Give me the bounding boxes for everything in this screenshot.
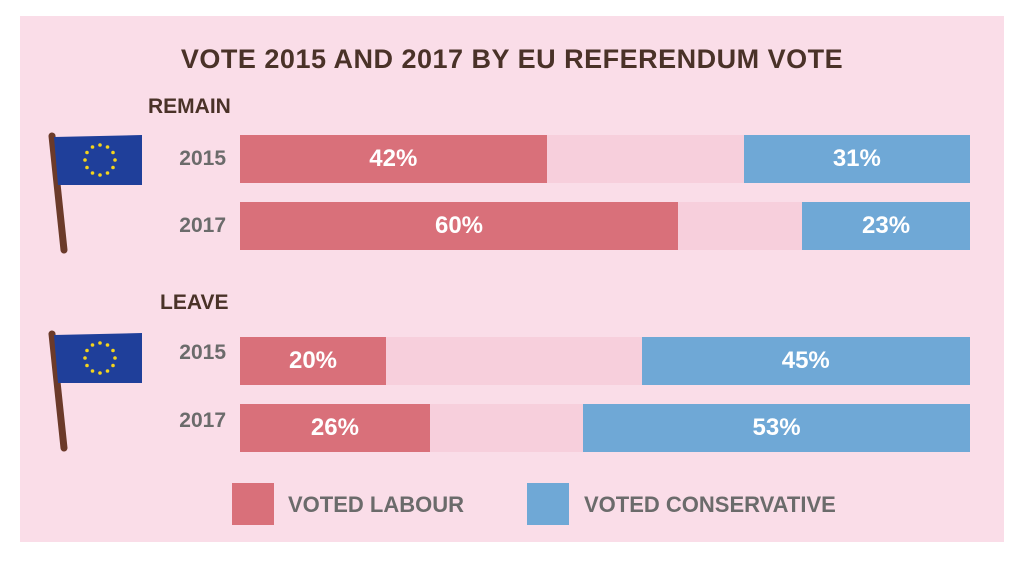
flag-star xyxy=(90,145,95,149)
flag-star xyxy=(113,356,117,360)
year-label: 2015 xyxy=(179,341,226,364)
group-label-leave: LEAVE xyxy=(160,291,229,314)
chart-panel xyxy=(20,16,1004,542)
chart-title: VOTE 2015 AND 2017 BY EU REFERENDUM VOTE xyxy=(180,44,844,74)
flag-star xyxy=(111,150,115,155)
flag-star xyxy=(83,158,87,162)
flag-star xyxy=(111,348,115,353)
conservative-bar: 45% xyxy=(641,337,970,385)
legend-label-conservative: VOTED CONSERVATIVE xyxy=(584,492,836,517)
flag-star xyxy=(83,356,87,360)
flag-star xyxy=(98,143,102,147)
bar-row: 42% 31% xyxy=(240,135,970,183)
bar-row: 26% 53% xyxy=(240,404,970,452)
flag-stars xyxy=(83,341,117,375)
flag-star xyxy=(105,171,110,175)
labour-bar: 42% xyxy=(240,135,547,183)
labour-bar: 20% xyxy=(240,337,386,385)
legend-swatch-labour xyxy=(232,483,274,525)
flag-star xyxy=(85,363,89,368)
labour-bar: 60% xyxy=(240,202,678,250)
bar-row: 20% 45% xyxy=(240,337,970,385)
flag-star xyxy=(90,171,95,175)
flag-star xyxy=(85,348,89,353)
labour-bar: 26% xyxy=(240,404,430,452)
conservative-bar: 53% xyxy=(583,404,970,452)
flag-stars xyxy=(83,143,117,177)
year-label: 2017 xyxy=(179,409,226,432)
flag-star xyxy=(111,165,115,170)
flag-star xyxy=(90,369,95,373)
flag-star xyxy=(105,369,110,373)
bar-row: 60% 23% xyxy=(240,202,970,250)
flag-star xyxy=(105,343,110,347)
year-label: 2015 xyxy=(179,147,226,170)
flag-star xyxy=(113,158,117,162)
flag-star xyxy=(111,363,115,368)
conservative-bar: 23% xyxy=(802,202,970,250)
group-label-remain: REMAIN xyxy=(148,95,231,118)
eu-flag-icon xyxy=(48,132,142,254)
conservative-bar: 31% xyxy=(743,135,970,183)
flag-star xyxy=(85,150,89,155)
flag-star xyxy=(85,165,89,170)
year-label: 2017 xyxy=(179,214,226,237)
flag-star xyxy=(98,341,102,345)
flag-star xyxy=(98,173,102,177)
flag-star xyxy=(105,145,110,149)
legend-label-labour: VOTED LABOUR xyxy=(288,492,464,517)
flag-star xyxy=(90,343,95,347)
legend-swatch-conservative xyxy=(527,483,569,525)
eu-flag-icon xyxy=(48,330,142,452)
flag-star xyxy=(98,371,102,375)
